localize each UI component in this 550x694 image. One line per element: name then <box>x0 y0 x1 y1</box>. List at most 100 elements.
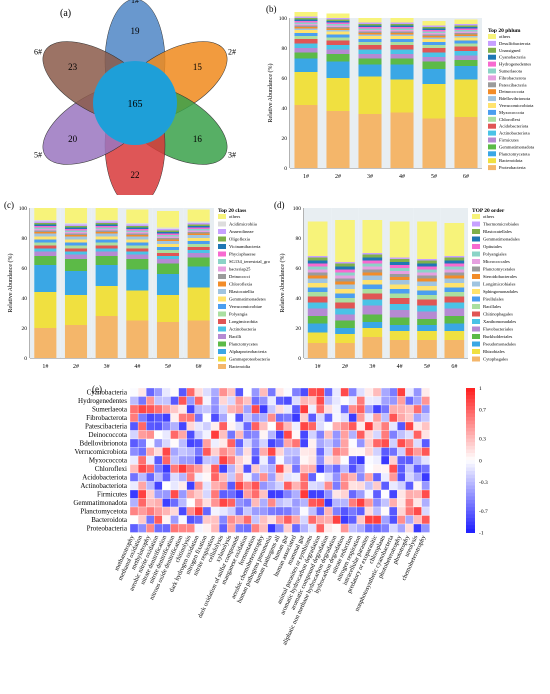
heatmap-cell <box>129 430 139 440</box>
bar-segment <box>64 236 88 240</box>
heatmap-cell <box>235 498 244 508</box>
legend-entry: Gemmatimonadales <box>483 237 520 242</box>
heatmap-cell <box>129 404 139 414</box>
bar-segment <box>390 112 414 168</box>
heatmap-cell <box>308 404 317 414</box>
heatmap-cell <box>372 430 382 440</box>
panel-label: (e) <box>92 384 102 394</box>
heatmap-cell <box>324 515 333 525</box>
heatmap-cell <box>227 498 236 508</box>
heatmap-cell <box>364 523 374 533</box>
heatmap-cell <box>218 430 228 440</box>
bar-segment <box>64 251 88 255</box>
heatmap-cell <box>316 498 325 508</box>
bar-segment <box>187 235 210 238</box>
heatmap-cell <box>299 472 309 482</box>
bar-segment <box>126 248 149 252</box>
bar-segment <box>187 244 210 247</box>
heatmap-cell <box>235 481 244 491</box>
bar-segment <box>390 25 414 27</box>
bar-segment <box>156 241 180 244</box>
heatmap-cell <box>210 472 220 482</box>
heatmap-cell <box>291 481 301 491</box>
heatmap-cell <box>210 464 220 474</box>
heatmap-cell <box>170 472 179 482</box>
x-tick-label: 3# <box>367 174 373 180</box>
heatmap-cell <box>332 498 341 508</box>
heatmap-cell <box>218 421 228 431</box>
bar-segment <box>64 224 88 226</box>
bar-segment <box>422 27 446 29</box>
colorbar-segment <box>466 489 475 494</box>
heatmap-row-label: Actinobacteriota <box>80 482 128 490</box>
heatmap-cell <box>259 455 268 465</box>
heatmap-cell <box>397 498 406 508</box>
bar-segment <box>454 79 478 117</box>
heatmap-cell <box>162 515 171 525</box>
legend-entry: Oligoflexia <box>229 237 250 242</box>
heatmap-cell <box>283 489 293 499</box>
heatmap-cell <box>364 515 374 525</box>
heatmap-cell <box>380 481 390 491</box>
bar-segment <box>454 51 478 56</box>
heatmap-cell <box>129 447 139 457</box>
heatmap-cell <box>235 523 244 533</box>
heatmap-cell <box>372 489 382 499</box>
bar-segment <box>454 55 478 60</box>
bar-segment <box>362 280 383 285</box>
legend-entry: bacteriap25 <box>229 267 251 272</box>
heatmap-cell <box>340 472 349 482</box>
heatmap-cell <box>283 447 293 457</box>
legend-entry: Verrucomicrobiota <box>499 103 533 108</box>
bar-segment <box>126 227 149 229</box>
heatmap-cell <box>170 506 179 516</box>
heatmap-cell <box>259 506 268 516</box>
bar-segment <box>362 337 383 358</box>
heatmap-cell <box>218 396 228 406</box>
heatmap-cell <box>308 447 317 457</box>
legend-swatch <box>472 304 480 309</box>
bar-segment <box>156 295 180 322</box>
heatmap-cell <box>348 523 357 533</box>
heatmap-cell <box>194 455 204 465</box>
x-tick-label: 2# <box>342 364 348 370</box>
heatmap-cell <box>186 472 195 482</box>
heatmap-cell <box>413 396 422 406</box>
heatmap-cell <box>380 455 390 465</box>
bar-segment <box>326 45 350 50</box>
bar-segment <box>307 302 328 309</box>
legend-swatch <box>472 281 480 287</box>
heatmap-cell <box>283 430 293 440</box>
legend-swatch <box>488 158 496 164</box>
colorbar-segment <box>466 496 475 501</box>
bar-segment <box>390 27 414 29</box>
venn-center <box>93 61 177 145</box>
legend-entry: Bacteroidia <box>229 364 250 369</box>
heatmap-cell <box>405 404 414 414</box>
heatmap-cell <box>275 421 285 431</box>
legend-entry: Alphaproteobacteria <box>229 349 267 354</box>
bar-segment <box>362 322 383 328</box>
venn-petal-value: 19 <box>131 26 141 36</box>
heatmap-cell <box>243 447 252 457</box>
heatmap-cell <box>275 464 285 474</box>
bar-segment <box>294 22 318 24</box>
legend-swatch <box>472 214 480 219</box>
heatmap-cell <box>202 498 212 508</box>
heatmap-cell <box>137 464 147 474</box>
venn-petal-value: 22 <box>131 170 140 180</box>
heatmap-cell <box>170 396 179 406</box>
bar-segment <box>422 84 446 119</box>
heatmap-cell <box>299 489 309 499</box>
heatmap-cell <box>243 421 252 431</box>
heatmap-cell <box>316 523 325 533</box>
bar-segment <box>389 325 410 331</box>
heatmap-cell <box>348 421 357 431</box>
bar-segment <box>187 230 210 232</box>
colorbar-segment <box>466 460 475 465</box>
heatmap-cell <box>348 430 357 440</box>
bar-segment <box>34 229 57 231</box>
heatmap-row-label: Planctomycetota <box>80 508 128 516</box>
heatmap-cell <box>146 464 155 474</box>
y-tick-label: 40 <box>282 106 288 112</box>
